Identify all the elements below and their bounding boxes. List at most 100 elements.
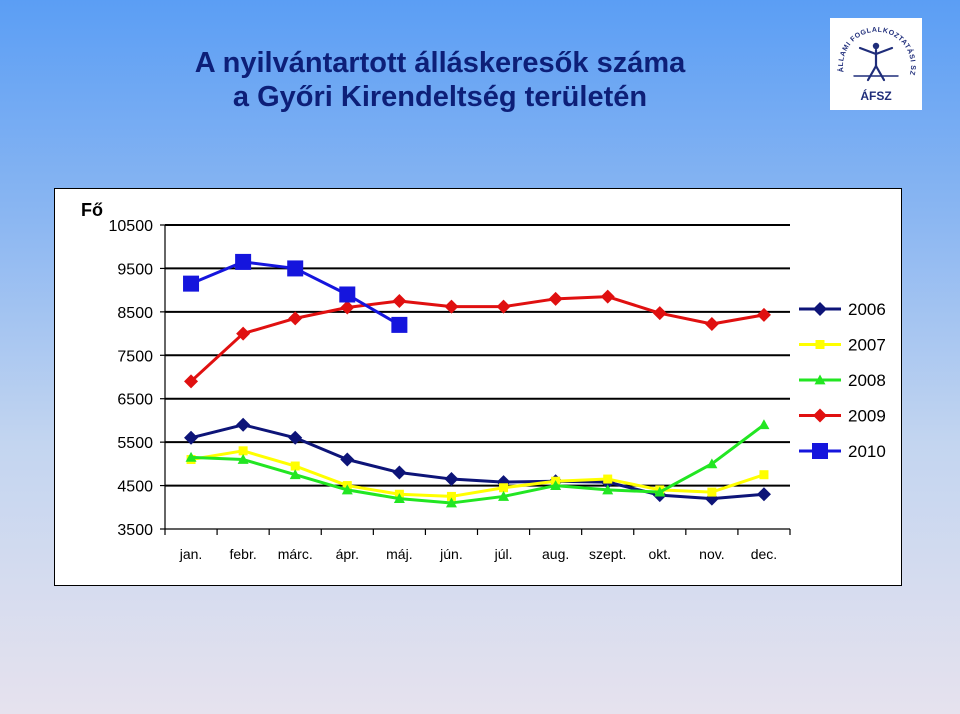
y-tick-label: 9500 [117, 261, 153, 278]
x-tick-label: dec. [751, 546, 777, 562]
series-2010 [183, 253, 408, 333]
data-point [237, 454, 249, 464]
series-line-2006 [190, 423, 765, 501]
legend-marker-icon [813, 408, 827, 423]
legend-marker-icon [814, 374, 826, 385]
data-point [288, 311, 303, 326]
afsz-logo-graphic: ÁLLAMI FOGLALKOZTATÁSI SZOLGÁLAT ÁFSZ [827, 11, 916, 103]
series-line-2007 [190, 449, 765, 498]
data-point [498, 490, 510, 501]
x-tick-label: jan. [179, 546, 203, 562]
y-tick-label: 7500 [117, 348, 153, 365]
legend-label: 2007 [848, 336, 886, 355]
series-2008 [185, 419, 770, 508]
y-tick-label: 4500 [117, 479, 153, 496]
data-point [654, 486, 666, 497]
data-point [496, 299, 511, 314]
y-tick-label: 6500 [117, 392, 153, 409]
page-title: A nyilvántartott álláskeresők száma a Gy… [120, 46, 760, 114]
data-point [184, 374, 199, 389]
y-tick-label: 5500 [117, 435, 153, 452]
data-point [236, 417, 251, 432]
data-point [392, 294, 407, 308]
data-point [289, 469, 301, 480]
afsz-logo-icon: ÁLLAMI FOGLALKOZTATÁSI SZOLGÁLAT ÁFSZ [827, 11, 922, 110]
line-chart: Fő 10500 9500 8500 7500 6500 5500 4500 3500 jan.… [81, 200, 886, 562]
legend-marker-icon [813, 302, 827, 316]
legend-label: 2008 [848, 371, 886, 390]
title-line-2: a Győri Kirendeltség területén [232, 81, 648, 113]
title-line-1: A nyilvántartott álláskeresők száma [194, 47, 686, 79]
data-point [183, 275, 200, 292]
data-point [446, 491, 456, 501]
data-point [706, 458, 718, 469]
y-tick-label: 3500 [117, 522, 153, 539]
data-point [341, 484, 353, 495]
data-point [707, 487, 717, 497]
legend-item-2007: 2007 [799, 336, 886, 355]
logo-figure-icon [853, 42, 899, 82]
legend-item-2008: 2008 [799, 371, 886, 390]
legend: 2006 2007 2008 2009 2010 [799, 300, 886, 461]
x-tick-label: jún. [439, 546, 463, 562]
data-point [288, 430, 303, 445]
data-point [759, 470, 769, 480]
y-axis-label: Fő [81, 200, 103, 220]
data-point [445, 497, 457, 508]
series-2007 [186, 446, 769, 501]
data-point [184, 430, 199, 445]
x-tick-label: aug. [542, 546, 569, 562]
data-point [758, 419, 770, 430]
data-point [340, 300, 355, 315]
data-point [339, 286, 356, 303]
legend-item-2010: 2010 [799, 442, 886, 461]
data-point [600, 289, 615, 304]
data-point [392, 465, 407, 480]
legend-item-2006: 2006 [799, 300, 886, 319]
data-point [235, 253, 252, 270]
data-point [704, 317, 719, 332]
series-lines [183, 253, 771, 508]
series-line-2009 [190, 295, 765, 383]
data-point [444, 299, 459, 314]
data-point [499, 483, 509, 493]
x-tick-label: febr. [230, 546, 257, 562]
data-point [393, 493, 405, 503]
data-point [756, 307, 771, 322]
data-point [236, 326, 251, 341]
data-point [238, 446, 248, 456]
data-point [185, 451, 197, 462]
series-2009 [184, 289, 771, 389]
data-point [756, 487, 771, 502]
legend-marker-icon [815, 340, 825, 349]
legend-item-2009: 2009 [799, 407, 886, 426]
data-point [340, 452, 355, 467]
legend-marker-icon [812, 443, 828, 459]
y-tick-label: 10500 [109, 218, 154, 235]
legend-label: 2006 [848, 300, 886, 319]
data-point [290, 461, 300, 471]
legend-label: 2010 [848, 442, 886, 461]
data-point [602, 484, 614, 495]
y-tick-label: 8500 [117, 305, 153, 322]
data-point [550, 480, 562, 490]
x-tick-label: máj. [386, 546, 412, 562]
gridlines [165, 224, 790, 487]
data-point [287, 260, 304, 277]
x-tick-label: ápr. [336, 546, 359, 562]
x-tick-label: júl. [494, 546, 513, 562]
logo-abbreviation: ÁFSZ [860, 88, 891, 103]
data-point [548, 291, 563, 306]
data-point [603, 474, 613, 484]
series-line-2008 [190, 423, 765, 505]
data-point [391, 316, 408, 333]
axes: 10500 9500 8500 7500 6500 5500 4500 3500 jan. feb… [109, 218, 791, 562]
x-tick-label: szept. [589, 546, 626, 562]
data-point [444, 472, 459, 487]
chart-area: Fő 10500 9500 8500 7500 6500 5500 4500 3500 jan.… [54, 188, 902, 586]
x-tick-label: okt. [649, 546, 672, 562]
legend-label: 2009 [848, 407, 886, 426]
data-point [652, 306, 667, 321]
x-tick-label: márc. [278, 546, 313, 562]
x-tick-label: nov. [699, 546, 724, 562]
